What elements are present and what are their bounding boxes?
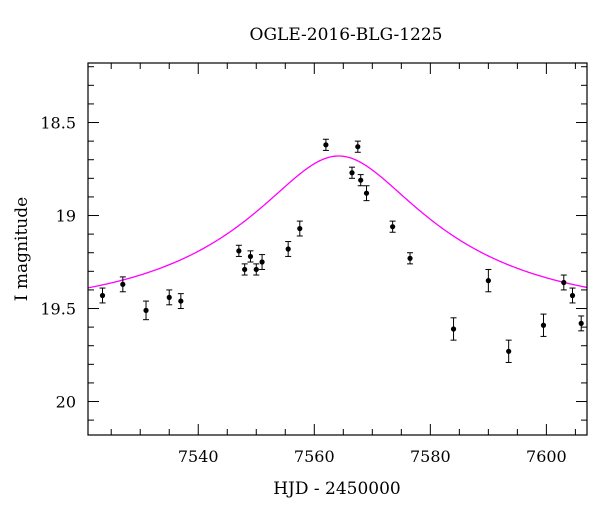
data-marker [358, 177, 364, 183]
data-point [450, 317, 457, 341]
data-marker [99, 292, 106, 299]
data-point [119, 276, 126, 293]
data-point [485, 268, 492, 293]
data-marker [285, 246, 291, 252]
data-point [99, 287, 106, 304]
x-tick-label: 7540 [178, 447, 219, 466]
axis-ticks: 7540 7560 7580 7600 18.5 19 19.5 20 [40, 63, 587, 466]
data-point [143, 300, 150, 321]
data-marker [355, 144, 361, 150]
data-marker [166, 294, 172, 300]
x-tick-label: 7580 [410, 447, 451, 466]
data-point [505, 339, 512, 363]
data-marker [242, 266, 248, 273]
data-marker [540, 322, 547, 328]
y-tick-label: 19 [56, 207, 76, 226]
data-marker [178, 298, 184, 304]
data-point [578, 315, 585, 332]
data-marker [390, 224, 396, 230]
data-point [407, 252, 414, 265]
data-marker [485, 278, 491, 284]
data-point [540, 313, 547, 337]
x-tick-label: 7560 [294, 447, 335, 466]
data-point [253, 263, 260, 276]
model-curve [87, 155, 588, 289]
y-tick-label: 20 [56, 393, 76, 412]
data-marker [407, 255, 413, 261]
chart-title: OGLE-2016-BLG-1225 [250, 25, 443, 45]
data-point [235, 244, 242, 257]
data-marker [578, 320, 584, 326]
x-tick-label: 7600 [526, 447, 567, 466]
data-point [296, 220, 303, 237]
data-marker [253, 266, 259, 273]
y-tick-label: 19.5 [40, 300, 76, 319]
data-marker [450, 326, 457, 332]
data-marker [247, 253, 254, 260]
x-axis-label: HJD - 2450000 [273, 479, 401, 499]
data-marker [323, 142, 329, 148]
data-point [357, 174, 364, 187]
data-point [322, 138, 329, 151]
y-axis-label: I magnitude [12, 197, 32, 301]
data-point [363, 185, 370, 202]
data-point [259, 254, 266, 270]
data-point [569, 287, 576, 304]
data-point [389, 220, 396, 233]
data-marker [569, 292, 576, 299]
plot-area [87, 138, 588, 363]
plot-frame [87, 62, 588, 436]
data-point [285, 241, 292, 257]
data-point [560, 274, 567, 291]
data-marker [120, 281, 126, 287]
data-marker [143, 307, 149, 313]
data-marker [259, 259, 265, 265]
data-point [354, 140, 361, 153]
y-tick-label: 18.5 [40, 114, 76, 133]
data-marker [506, 348, 512, 354]
data-point [241, 263, 248, 276]
data-marker [561, 279, 567, 286]
data-point [349, 166, 356, 179]
data-point [177, 293, 184, 310]
data-point [247, 250, 254, 263]
data-marker [363, 190, 370, 196]
data-point [166, 289, 173, 306]
data-marker [349, 170, 355, 176]
data-marker [236, 248, 242, 254]
data-marker [297, 225, 303, 232]
